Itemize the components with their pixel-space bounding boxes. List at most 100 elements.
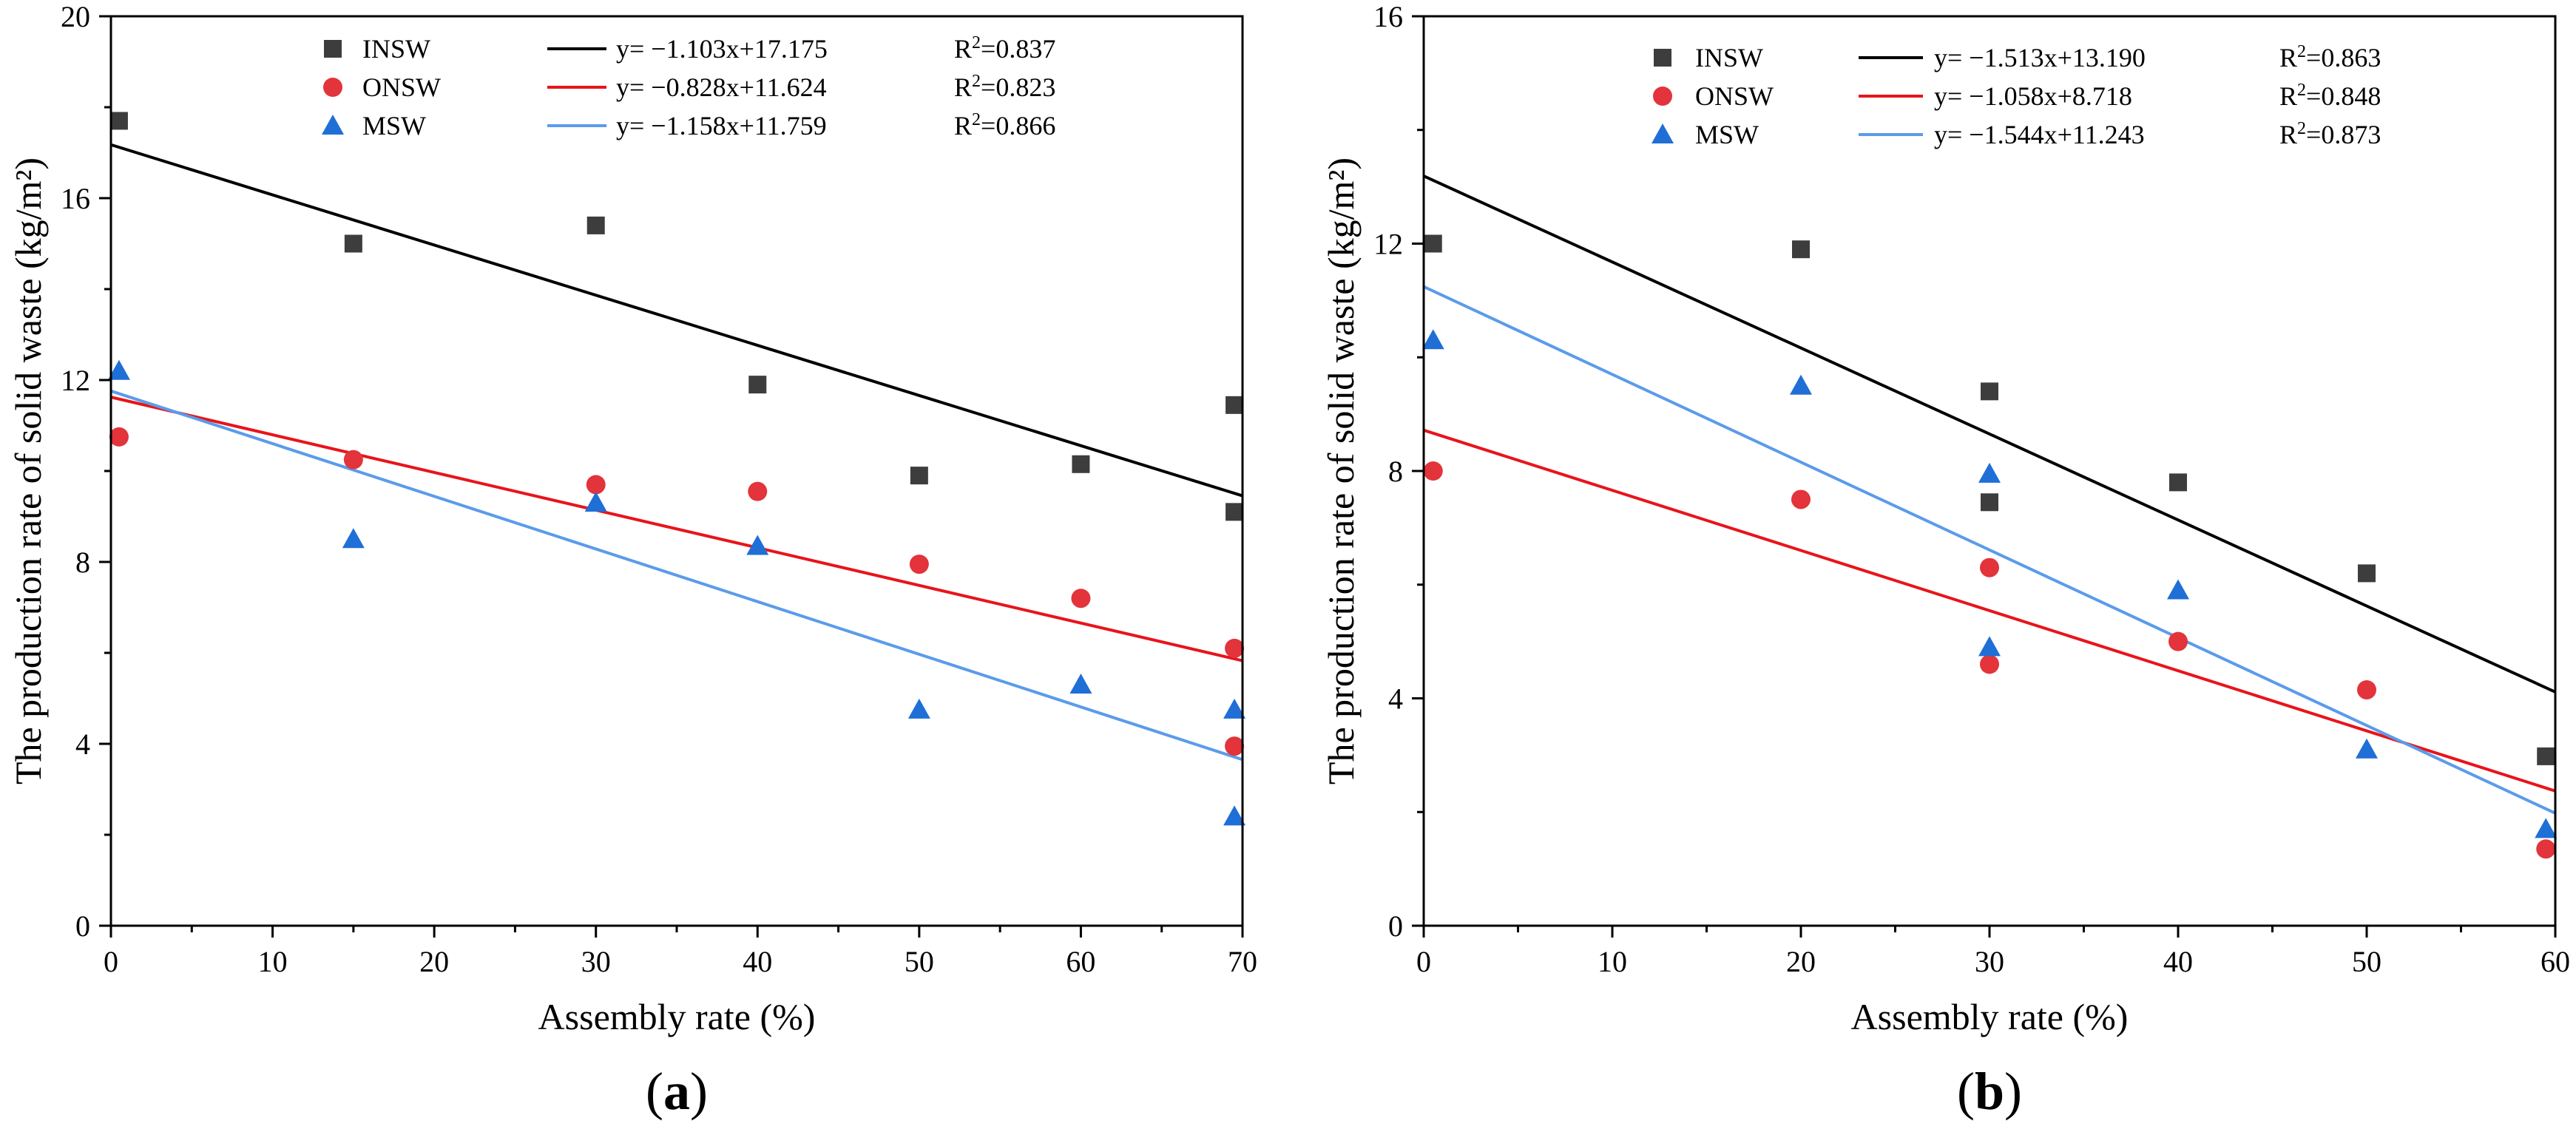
y-tick-label: 12 <box>1373 228 1403 261</box>
data-point-onsw <box>109 427 129 447</box>
y-tick-label: 0 <box>1388 909 1403 943</box>
data-point-insw <box>2169 473 2187 492</box>
data-point-onsw <box>909 555 929 575</box>
data-point-msw <box>107 359 130 380</box>
data-point-onsw <box>2168 631 2188 651</box>
y-axis-title: The production rate of solid waste (kg/m… <box>1320 157 1362 784</box>
legend-label-msw: MSW <box>1695 120 1759 149</box>
data-point-insw <box>1792 240 1810 259</box>
legend-label-msw: MSW <box>362 111 426 140</box>
data-point-onsw <box>1071 589 1091 609</box>
data-point-msw <box>746 535 769 555</box>
legend-marker-insw <box>1654 49 1671 67</box>
data-point-onsw <box>2536 839 2556 859</box>
data-point-insw <box>2358 564 2376 583</box>
data-point-insw <box>586 216 605 234</box>
data-point-msw <box>2535 818 2558 838</box>
x-tick-label: 20 <box>419 945 449 978</box>
panel-a: 0 10 20 30 40 50 60 70 0 4 8 12 16 20 Assembly rate (%… <box>7 0 1257 1121</box>
data-point-msw <box>1223 805 1246 826</box>
x-tick-label: 10 <box>1598 945 1627 978</box>
legend-label-insw: INSW <box>362 34 430 64</box>
fit-line-msw <box>110 389 1243 762</box>
fit-line-insw <box>110 143 1243 498</box>
x-tick-label: 50 <box>905 945 934 978</box>
data-point-insw <box>109 112 128 130</box>
y-tick-label: 20 <box>61 0 90 33</box>
data-point-onsw <box>1225 736 1245 756</box>
data-point-msw <box>1978 462 2001 483</box>
x-tick-label: 30 <box>581 945 611 978</box>
data-point-insw <box>1072 455 1090 473</box>
data-point-insw <box>2537 747 2555 765</box>
legend-label-insw: INSW <box>1695 43 1763 72</box>
fit-equation-onsw: y= −0.828x+11.624 <box>616 72 827 102</box>
y-tick-label: 8 <box>75 546 90 579</box>
fit-line-msw <box>1423 285 2556 815</box>
fit-r2-onsw: R2=0.848 <box>2279 81 2381 111</box>
fit-r2-insw: R2=0.837 <box>954 33 1055 64</box>
x-tick-label: 0 <box>104 945 118 978</box>
legend-marker-msw <box>322 115 344 135</box>
y-axis-title: The production rate of solid waste (kg/m… <box>7 157 49 784</box>
data-point-onsw <box>748 481 768 501</box>
data-point-msw <box>1421 329 1444 350</box>
y-tick-label: 12 <box>61 364 90 397</box>
fit-line-insw <box>1423 174 2556 694</box>
panel-b: 0 10 20 30 40 50 60 0 4 8 12 16 Assembly rate (%) The… <box>1320 0 2570 1121</box>
x-tick-label: 60 <box>1066 945 1095 978</box>
data-point-msw <box>2167 579 2189 600</box>
data-point-insw <box>1981 493 1998 512</box>
fit-r2-onsw: R2=0.823 <box>954 72 1055 102</box>
x-tick-label: 50 <box>2352 945 2381 978</box>
data-point-insw <box>1226 396 1244 414</box>
fit-line-onsw <box>1423 428 2556 793</box>
legend-label-onsw: ONSW <box>1695 81 1774 111</box>
data-point-onsw <box>343 450 363 470</box>
x-axis-title: Assembly rate (%) <box>1851 996 2129 1037</box>
panel-label: (b) <box>1957 1062 2022 1121</box>
data-point-msw <box>2356 738 2378 759</box>
data-point-msw <box>907 698 930 719</box>
x-tick-label: 30 <box>1975 945 2004 978</box>
data-point-onsw <box>1225 638 1245 658</box>
x-tick-label: 10 <box>258 945 288 978</box>
y-tick-label: 8 <box>1388 455 1403 488</box>
legend-marker-onsw <box>323 78 342 97</box>
x-tick-label: 20 <box>1786 945 1816 978</box>
x-tick-label: 60 <box>2540 945 2570 978</box>
data-point-insw <box>748 376 767 394</box>
x-tick-label: 0 <box>1416 945 1431 978</box>
legend-marker-msw <box>1652 123 1674 143</box>
y-tick-label: 4 <box>75 728 90 761</box>
data-point-onsw <box>1980 654 1999 674</box>
fit-equation-insw: y= −1.513x+13.190 <box>1934 43 2146 72</box>
x-axis-title: Assembly rate (%) <box>538 996 816 1037</box>
x-tick-label: 40 <box>743 945 772 978</box>
data-point-msw <box>1978 636 2001 657</box>
fit-r2-insw: R2=0.863 <box>2279 42 2381 72</box>
data-point-insw <box>910 467 928 485</box>
data-point-onsw <box>1980 557 1999 577</box>
y-tick-label: 0 <box>75 909 90 943</box>
data-point-insw <box>1424 234 1442 253</box>
data-point-msw <box>1790 374 1812 395</box>
data-point-onsw <box>586 475 606 495</box>
data-point-msw <box>1069 674 1092 694</box>
data-point-onsw <box>2357 679 2376 699</box>
fit-line-onsw <box>110 396 1243 662</box>
data-point-insw <box>1981 382 1998 401</box>
fit-equation-msw: y= −1.544x+11.243 <box>1934 120 2145 149</box>
fit-equation-onsw: y= −1.058x+8.718 <box>1934 81 2132 111</box>
data-point-msw <box>1223 698 1246 719</box>
data-point-onsw <box>1423 461 1443 481</box>
y-tick-label: 4 <box>1388 682 1403 716</box>
fit-equation-msw: y= −1.158x+11.759 <box>616 111 827 140</box>
y-tick-label: 16 <box>61 182 90 215</box>
legend-marker-onsw <box>1653 87 1672 106</box>
y-tick-label: 16 <box>1373 0 1403 33</box>
fit-equation-insw: y= −1.103x+17.175 <box>616 34 828 64</box>
fit-r2-msw: R2=0.866 <box>954 110 1055 140</box>
legend-label-onsw: ONSW <box>362 72 441 102</box>
